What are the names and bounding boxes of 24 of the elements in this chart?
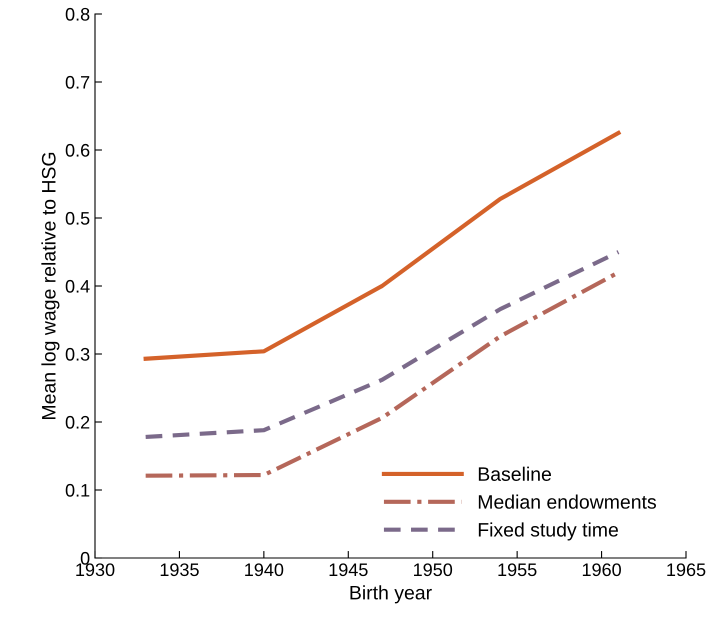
legend-label: Fixed study time — [478, 522, 618, 540]
y-tick-label: 0.3 — [66, 348, 90, 361]
x-tick-label: 1945 — [330, 563, 368, 576]
legend-label: Baseline — [478, 466, 551, 481]
y-tick-label: 0 — [80, 552, 90, 565]
y-tick-label: 0.5 — [66, 212, 90, 225]
y-tick-label: 0.7 — [66, 76, 90, 89]
y-tick-label: 0.2 — [66, 416, 90, 429]
x-tick-label: 1960 — [582, 563, 621, 576]
line-series — [144, 250, 621, 440]
x-tick-label: 1935 — [160, 563, 199, 576]
x-tick-label: 1950 — [414, 563, 452, 576]
x-tick-label: 1965 — [667, 563, 706, 576]
y-tick-label: 0.6 — [66, 144, 90, 157]
y-axis-title: Mean log wage relative to HSG — [41, 152, 60, 419]
line-series — [144, 130, 621, 361]
legend-label: Median endowments — [478, 494, 656, 509]
x-axis-title: Birth year — [350, 585, 432, 604]
y-tick-label: 0.8 — [66, 8, 90, 21]
x-tick-label: 1930 — [76, 563, 114, 576]
x-tick-label: 1955 — [498, 563, 536, 576]
x-tick-label: 1940 — [245, 563, 284, 576]
y-tick-label: 0.1 — [66, 484, 90, 497]
y-tick-label: 0.4 — [66, 280, 90, 293]
